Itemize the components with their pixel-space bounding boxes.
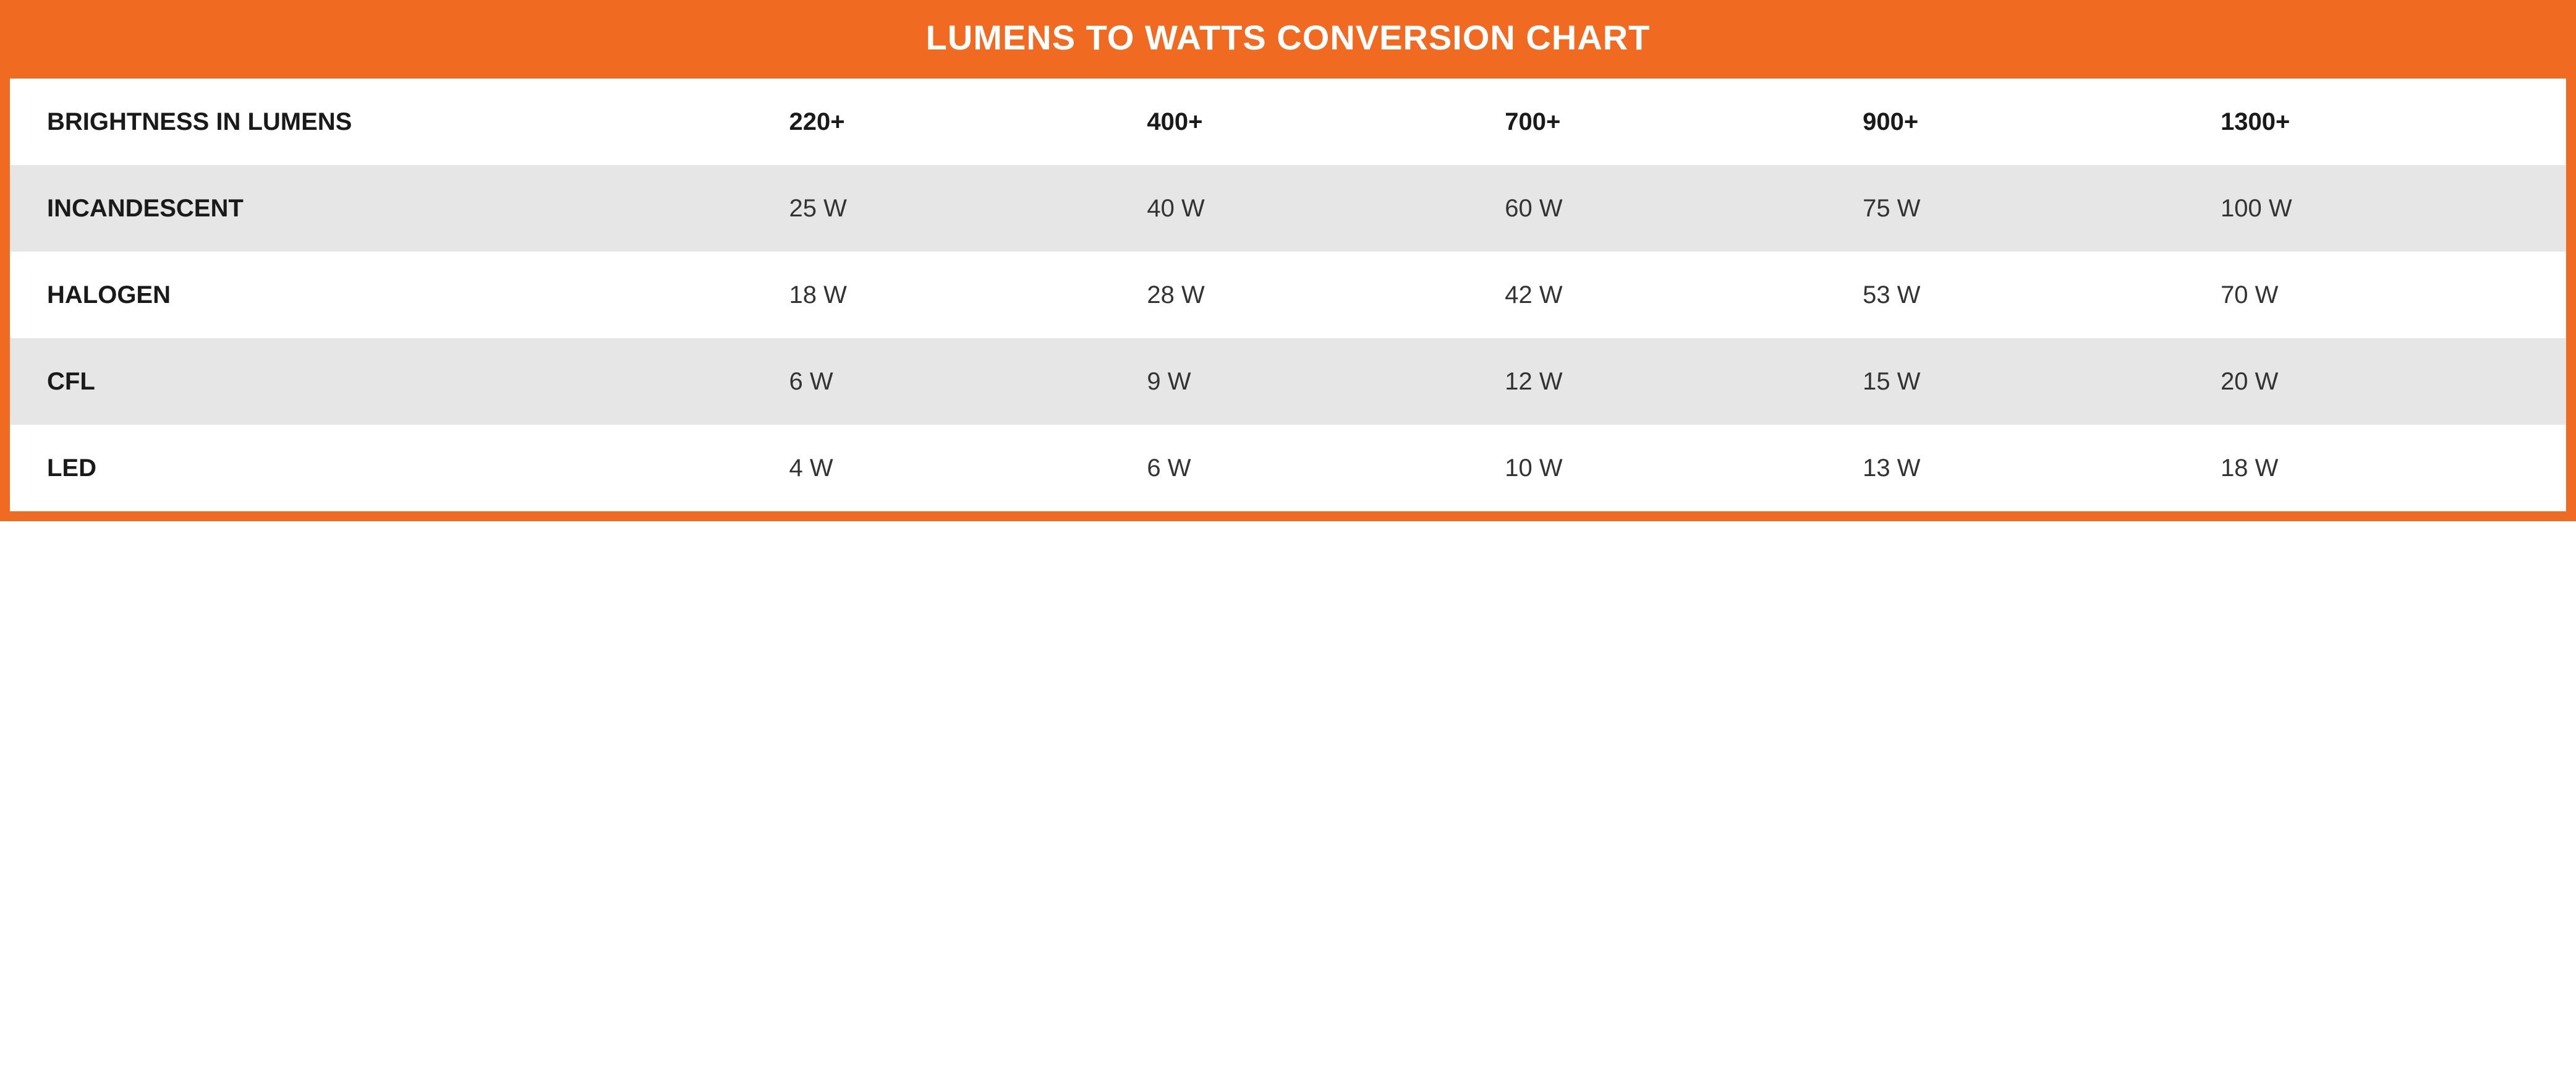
cell-value: 75 W [1850, 165, 2208, 252]
chart-title: LUMENS TO WATTS CONVERSION CHART [10, 0, 2566, 79]
column-header: 400+ [1134, 79, 1492, 165]
conversion-chart: LUMENS TO WATTS CONVERSION CHART BRIGHTN… [0, 0, 2576, 521]
cell-value: 9 W [1134, 338, 1492, 425]
cell-value: 6 W [777, 338, 1135, 425]
table-row: LED 4 W 6 W 10 W 13 W 18 W [10, 425, 2566, 511]
cell-value: 25 W [777, 165, 1135, 252]
column-header: 900+ [1850, 79, 2208, 165]
table-header-row: BRIGHTNESS IN LUMENS 220+ 400+ 700+ 900+… [10, 79, 2566, 165]
column-header: 700+ [1492, 79, 1850, 165]
column-header: 220+ [777, 79, 1135, 165]
cell-value: 18 W [777, 252, 1135, 338]
cell-value: 15 W [1850, 338, 2208, 425]
row-label: CFL [10, 338, 777, 425]
cell-value: 6 W [1134, 425, 1492, 511]
cell-value: 10 W [1492, 425, 1850, 511]
cell-value: 20 W [2208, 338, 2566, 425]
row-label: INCANDESCENT [10, 165, 777, 252]
cell-value: 28 W [1134, 252, 1492, 338]
cell-value: 42 W [1492, 252, 1850, 338]
cell-value: 60 W [1492, 165, 1850, 252]
cell-value: 12 W [1492, 338, 1850, 425]
header-label: BRIGHTNESS IN LUMENS [10, 79, 777, 165]
table-row: HALOGEN 18 W 28 W 42 W 53 W 70 W [10, 252, 2566, 338]
cell-value: 4 W [777, 425, 1135, 511]
cell-value: 53 W [1850, 252, 2208, 338]
row-label: LED [10, 425, 777, 511]
cell-value: 18 W [2208, 425, 2566, 511]
cell-value: 13 W [1850, 425, 2208, 511]
column-header: 1300+ [2208, 79, 2566, 165]
cell-value: 40 W [1134, 165, 1492, 252]
row-label: HALOGEN [10, 252, 777, 338]
cell-value: 70 W [2208, 252, 2566, 338]
table-row: INCANDESCENT 25 W 40 W 60 W 75 W 100 W [10, 165, 2566, 252]
conversion-table: BRIGHTNESS IN LUMENS 220+ 400+ 700+ 900+… [10, 79, 2566, 511]
table-row: CFL 6 W 9 W 12 W 15 W 20 W [10, 338, 2566, 425]
cell-value: 100 W [2208, 165, 2566, 252]
